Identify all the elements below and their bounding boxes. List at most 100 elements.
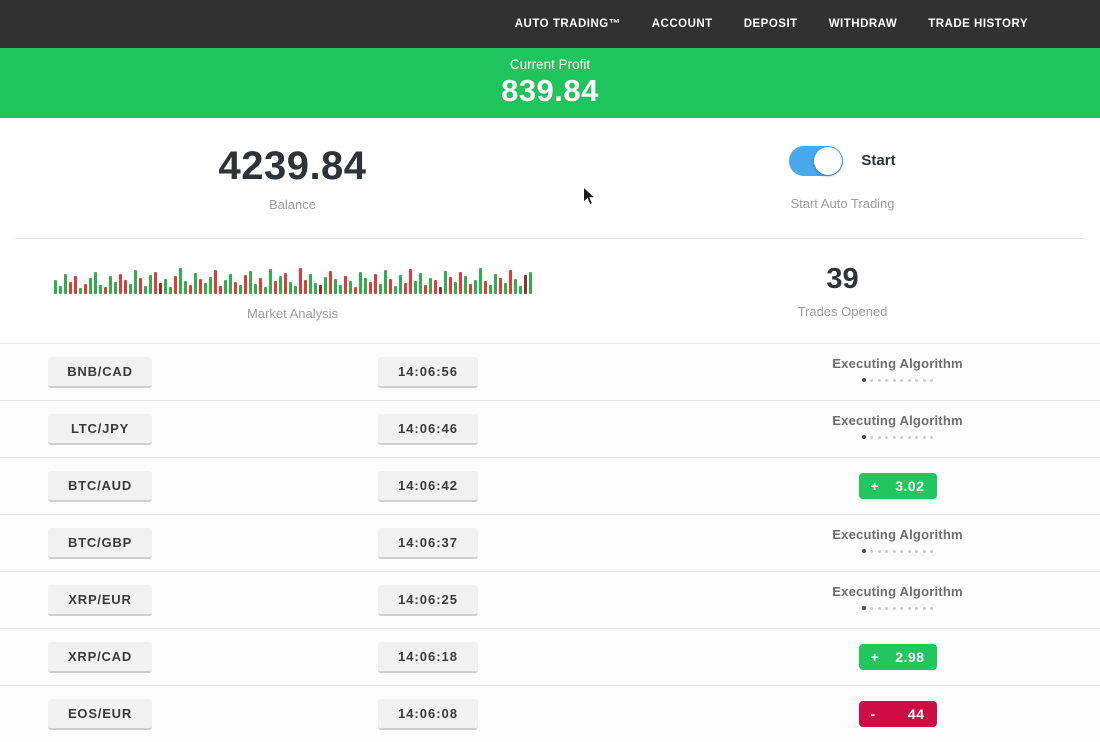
trades-opened-value: 39 [826,263,859,295]
market-bar [398,274,402,294]
trade-result-sign: + [870,478,880,494]
section-divider [15,238,1085,239]
market-bar [353,286,357,294]
progress-dot [892,378,896,382]
market-bar [433,279,437,294]
toggle-knob [814,146,843,175]
market-bar [213,269,217,294]
trade-result-value: 3.02 [895,478,925,494]
market-bar [498,277,502,294]
market-bar [218,285,222,294]
progress-dot [900,435,904,439]
progress-dot [892,435,896,439]
market-bar [293,285,297,294]
market-bar [253,283,257,294]
start-auto-trading-toggle[interactable] [789,145,844,176]
market-bar [493,273,497,294]
trade-pair: EOS/EUR [48,699,152,730]
progress-dot [915,435,919,439]
nav-item-withdraw[interactable]: WITHDRAW [828,18,898,30]
market-bar [403,282,407,294]
trade-row: EOS/EUR 14:06:08 - 44 [0,685,1100,742]
market-bar [523,274,527,294]
market-analysis-chart [53,262,532,294]
progress-dot [900,549,904,553]
market-bar [103,286,107,294]
market-bar [163,278,167,294]
executing-algorithm-label: Executing Algorithm [832,527,963,542]
executing-progress-dots [861,435,934,439]
market-bar [68,281,72,294]
trade-status: Executing Algorithm [810,572,985,628]
market-analysis-block: Market Analysis [0,239,585,343]
trade-pair: BTC/GBP [48,528,152,559]
progress-dot [930,378,934,382]
progress-dot [915,378,919,382]
market-bar [238,284,242,294]
market-bar [418,272,422,294]
progress-dot [892,549,896,553]
trade-result-value: 44 [907,706,925,722]
market-bar [468,283,472,294]
progress-dot [922,606,926,610]
progress-dot [922,549,926,553]
progress-dot [892,606,896,610]
market-bar [303,279,307,294]
market-bar [478,267,482,294]
progress-dot [907,549,911,553]
market-bar [53,279,57,294]
trade-status: Executing Algorithm [810,515,985,571]
trade-time: 14:06:42 [378,471,478,502]
market-bar [143,285,147,294]
progress-dot [877,549,881,553]
market-bar [148,274,152,294]
nav-item-trade-history[interactable]: TRADE HISTORY [928,18,1028,30]
market-bar [528,271,532,294]
market-bar [333,278,337,294]
trade-row: XRP/EUR 14:06:25 Executing Algorithm [0,571,1100,628]
progress-dot [907,435,911,439]
market-bar [458,271,462,294]
progress-dot [870,549,874,553]
progress-dot [870,606,874,610]
market-bar [93,271,97,294]
executing-algorithm-label: Executing Algorithm [832,584,963,599]
market-bar [373,273,377,294]
nav-item-auto-trading[interactable]: AUTO TRADING™ [514,18,621,30]
market-bar [118,273,122,294]
market-bar [183,280,187,294]
trade-time: 14:06:25 [378,585,478,616]
trade-time: 14:06:46 [378,414,478,445]
executing-algorithm-label: Executing Algorithm [832,356,963,371]
market-bar [113,281,117,294]
progress-dot [861,435,866,439]
trades-list: BNB/CAD 14:06:56 Executing Algorithm LTC/JP… [0,343,1100,742]
trade-row: LTC/JPY 14:06:46 Executing Algorithm [0,400,1100,457]
progress-dot [907,606,911,610]
market-bar [198,278,202,294]
market-bar [78,287,82,294]
nav-item-deposit[interactable]: DEPOSIT [743,18,798,30]
progress-dot [907,378,911,382]
market-bar [483,280,487,294]
market-bar [453,281,457,294]
market-bar [258,277,262,294]
market-bar [208,276,212,294]
balance-value: 4239.84 [218,144,367,188]
trade-row: XRP/CAD 14:06:18 +2.98 [0,628,1100,685]
market-bar [123,279,127,294]
current-profit-value: 839.84 [501,73,599,108]
trade-time: 14:06:08 [378,699,478,730]
progress-dot [915,549,919,553]
trade-row: BTC/GBP 14:06:37 Executing Algorithm [0,514,1100,571]
progress-dot [922,435,926,439]
market-bar [408,268,412,294]
market-bar [313,282,317,294]
market-bar [228,273,232,294]
market-bar [518,285,522,294]
market-bar [158,282,162,294]
market-bar [288,281,292,294]
trade-status: +2.98 [810,629,985,685]
nav-item-account[interactable]: ACCOUNT [651,18,713,30]
